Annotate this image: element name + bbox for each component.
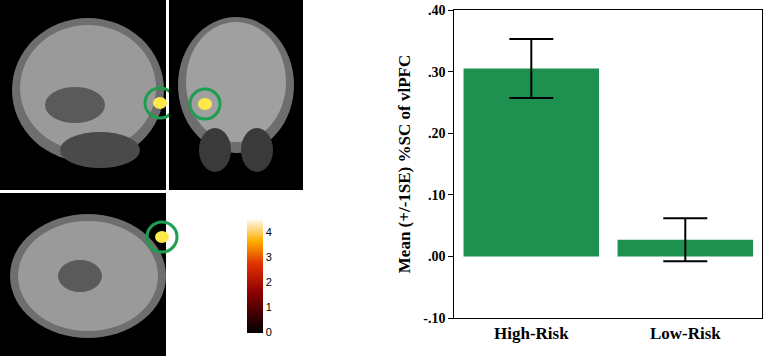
svg-text:.40: .40 (428, 3, 446, 18)
svg-text:1: 1 (266, 301, 272, 313)
svg-text:Low-Risk: Low-Risk (650, 324, 721, 343)
svg-text:Mean (+/-1SE) %SC of vlPFC: Mean (+/-1SE) %SC of vlPFC (395, 55, 414, 273)
svg-text:3: 3 (266, 251, 272, 263)
svg-text:.30: .30 (428, 65, 446, 80)
svg-text:-.10: -.10 (423, 311, 445, 326)
svg-text:2: 2 (266, 276, 272, 288)
svg-text:High-Risk: High-Risk (494, 324, 569, 343)
svg-text:0: 0 (266, 326, 272, 338)
svg-text:4: 4 (266, 226, 272, 238)
svg-text:.10: .10 (428, 188, 446, 203)
svg-text:.20: .20 (428, 126, 446, 141)
svg-text:.00: .00 (428, 249, 446, 264)
